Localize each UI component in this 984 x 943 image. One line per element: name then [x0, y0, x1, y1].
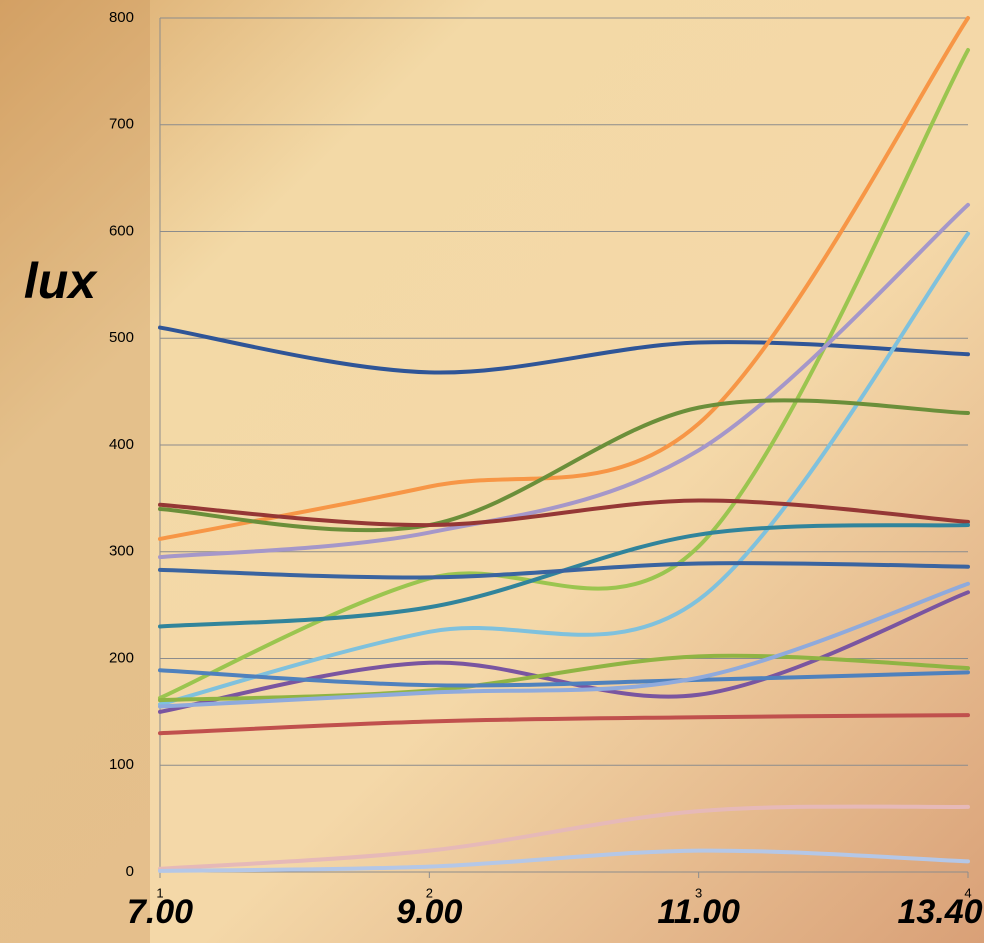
- series-line: [158, 498, 970, 528]
- time-label: 7.00: [127, 893, 193, 931]
- series-line: [158, 231, 970, 707]
- series-line: [158, 561, 970, 580]
- y-tick-label: 200: [109, 649, 134, 666]
- time-label: 9.00: [396, 893, 462, 931]
- series-line: [158, 581, 970, 709]
- x-tick-label: 2: [426, 885, 433, 900]
- y-axis-label: lux: [24, 253, 98, 309]
- series-line: [158, 16, 970, 541]
- time-label: 11.00: [657, 893, 740, 931]
- background-shade: [0, 0, 150, 943]
- x-tick-label: 4: [964, 885, 971, 900]
- y-tick-label: 0: [126, 863, 134, 880]
- x-tick-label: 1: [156, 885, 163, 900]
- time-label: 13.40: [897, 893, 982, 931]
- series-line: [158, 48, 970, 700]
- y-tick-label: 500: [109, 329, 134, 346]
- series-line: [158, 804, 970, 871]
- series-line: [158, 398, 970, 533]
- y-tick-label: 100: [109, 756, 134, 773]
- series-line: [158, 848, 970, 873]
- x-tick-label: 3: [695, 885, 702, 900]
- series-line: [158, 713, 970, 736]
- y-tick-label: 400: [109, 436, 134, 453]
- y-tick-label: 600: [109, 222, 134, 239]
- y-tick-label: 300: [109, 543, 134, 560]
- series-line: [158, 653, 970, 703]
- y-tick-label: 700: [109, 116, 134, 133]
- series-line: [158, 668, 970, 688]
- series-line: [158, 202, 970, 560]
- y-tick-label: 800: [109, 9, 134, 26]
- series-line: [158, 325, 970, 375]
